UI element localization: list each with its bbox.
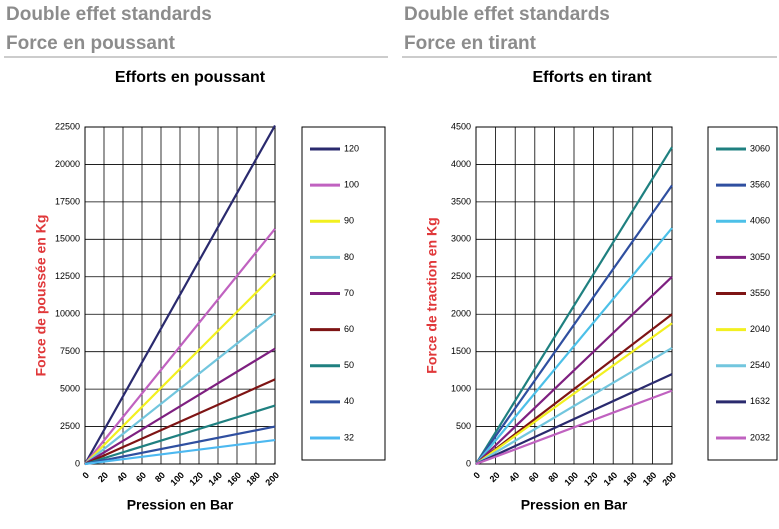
x-tick-label: 40 bbox=[115, 470, 129, 484]
x-tick-label: 60 bbox=[527, 470, 541, 484]
y-tick-label: 10000 bbox=[55, 309, 80, 319]
series-line bbox=[84, 425, 276, 466]
legend-label: 50 bbox=[344, 360, 354, 370]
y-tick-label: 1500 bbox=[451, 346, 471, 356]
legend-label: 4060 bbox=[750, 216, 770, 226]
x-tick-label: 180 bbox=[641, 470, 659, 488]
x-tick-label: 20 bbox=[96, 470, 110, 484]
legend-label: 40 bbox=[344, 396, 354, 406]
y-tick-label: 4000 bbox=[451, 159, 471, 169]
header-line1: Double effet standards bbox=[404, 4, 610, 25]
x-tick-label: 140 bbox=[602, 470, 620, 488]
header-line2: Force en poussant bbox=[6, 33, 176, 54]
y-axis-label: Force de traction en Kg bbox=[424, 217, 440, 373]
y-tick-label: 1000 bbox=[451, 383, 471, 393]
y-tick-label: 2000 bbox=[451, 309, 471, 319]
x-tick-label: 100 bbox=[168, 470, 186, 488]
series-line bbox=[475, 322, 673, 465]
header-line1: Double effet standards bbox=[6, 4, 212, 25]
series-line bbox=[475, 346, 673, 465]
series-line bbox=[475, 313, 673, 465]
legend-label: 2040 bbox=[750, 324, 770, 334]
x-tick-label: 140 bbox=[206, 470, 224, 488]
x-tick-label: 80 bbox=[546, 470, 560, 484]
x-tick-label: 40 bbox=[507, 470, 521, 484]
legend-label: 80 bbox=[344, 252, 354, 262]
series-line bbox=[84, 273, 276, 465]
y-tick-label: 4500 bbox=[451, 121, 471, 131]
legend-label: 32 bbox=[344, 432, 354, 442]
y-tick-label: 0 bbox=[75, 458, 80, 468]
x-tick-label: 200 bbox=[660, 470, 678, 488]
series-line bbox=[84, 347, 276, 465]
series-line bbox=[84, 228, 276, 465]
legend-label: 120 bbox=[344, 143, 359, 153]
legend-label: 1632 bbox=[750, 396, 770, 406]
legend-label: 90 bbox=[344, 216, 354, 226]
y-tick-label: 3500 bbox=[451, 196, 471, 206]
y-tick-label: 2500 bbox=[60, 421, 80, 431]
x-tick-label: 160 bbox=[225, 470, 243, 488]
series-line bbox=[475, 373, 673, 465]
x-tick-label: 160 bbox=[621, 470, 639, 488]
x-tick-label: 0 bbox=[80, 470, 91, 481]
x-tick-label: 100 bbox=[562, 470, 580, 488]
y-tick-label: 0 bbox=[466, 458, 471, 468]
x-tick-label: 180 bbox=[244, 470, 262, 488]
legend-label: 100 bbox=[344, 180, 359, 190]
y-tick-label: 500 bbox=[456, 421, 471, 431]
series-line bbox=[84, 124, 276, 465]
legend-label: 3060 bbox=[750, 143, 770, 153]
series-line bbox=[475, 146, 673, 465]
y-tick-label: 15000 bbox=[55, 234, 80, 244]
header-line2: Force en tirant bbox=[404, 33, 537, 54]
series-line bbox=[84, 404, 276, 466]
y-tick-label: 3000 bbox=[451, 234, 471, 244]
y-axis-label: Force de poussée en Kg bbox=[33, 215, 49, 377]
series-line bbox=[475, 275, 673, 465]
y-tick-label: 22500 bbox=[55, 121, 80, 131]
series-line bbox=[84, 438, 276, 466]
series-line bbox=[84, 312, 276, 465]
chart-title: Efforts en poussant bbox=[115, 69, 266, 86]
legend-label: 2032 bbox=[750, 432, 770, 442]
chart-title: Efforts en tirant bbox=[532, 69, 652, 86]
legend-label: 60 bbox=[344, 324, 354, 334]
y-tick-label: 12500 bbox=[55, 271, 80, 281]
x-tick-label: 120 bbox=[187, 470, 205, 488]
x-tick-label: 0 bbox=[471, 470, 482, 481]
legend-label: 3560 bbox=[750, 180, 770, 190]
y-tick-label: 20000 bbox=[55, 159, 80, 169]
legend-label: 3050 bbox=[750, 252, 770, 262]
x-tick-label: 80 bbox=[153, 470, 167, 484]
series-line bbox=[475, 227, 673, 465]
y-tick-label: 5000 bbox=[60, 383, 80, 393]
x-tick-label: 200 bbox=[263, 470, 281, 488]
y-tick-label: 2500 bbox=[451, 271, 471, 281]
x-tick-label: 120 bbox=[582, 470, 600, 488]
legend-label: 70 bbox=[344, 288, 354, 298]
legend-label: 3550 bbox=[750, 288, 770, 298]
x-axis-label: Pression en Bar bbox=[521, 497, 628, 513]
y-tick-label: 7500 bbox=[60, 346, 80, 356]
x-tick-label: 20 bbox=[488, 470, 502, 484]
series-line bbox=[475, 184, 673, 465]
x-tick-label: 60 bbox=[134, 470, 148, 484]
y-tick-label: 17500 bbox=[55, 196, 80, 206]
x-axis-label: Pression en Bar bbox=[127, 497, 234, 513]
series-line bbox=[475, 389, 673, 466]
legend-label: 2540 bbox=[750, 360, 770, 370]
series-line bbox=[84, 378, 276, 466]
